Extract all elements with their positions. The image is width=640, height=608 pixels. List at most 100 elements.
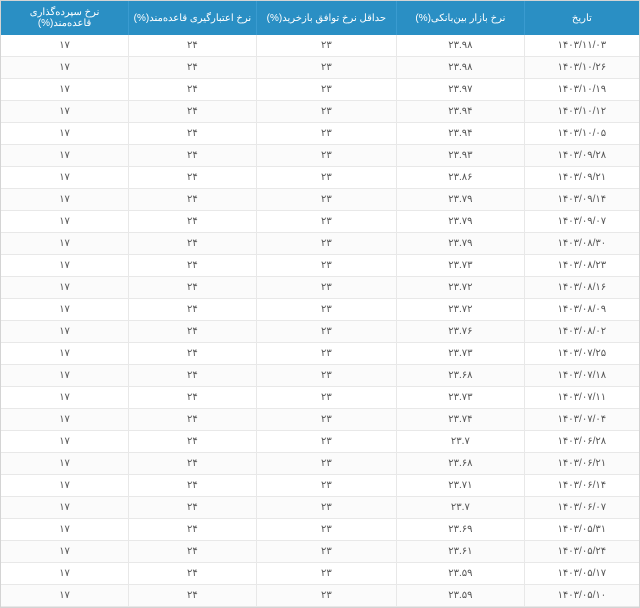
table-cell: ۲۴	[129, 321, 257, 343]
table-cell: ۲۳	[256, 343, 396, 365]
table-cell: ۱۴۰۳/۰۷/۰۴	[524, 409, 639, 431]
table-cell: ۲۴	[129, 431, 257, 453]
table-cell: ۲۳	[256, 145, 396, 167]
table-row: ۱۴۰۳/۱۰/۱۹۲۳.۹۷۲۳۲۴۱۷	[1, 79, 639, 101]
table-cell: ۲۳.۶۸	[397, 365, 525, 387]
table-cell: ۲۳.۷۶	[397, 321, 525, 343]
table-cell: ۱۴۰۳/۰۹/۲۱	[524, 167, 639, 189]
table-row: ۱۴۰۳/۰۷/۰۴۲۳.۷۴۲۳۲۴۱۷	[1, 409, 639, 431]
table-cell: ۲۳.۷۱	[397, 475, 525, 497]
table-cell: ۲۳.۷۹	[397, 211, 525, 233]
table-cell: ۲۳	[256, 541, 396, 563]
table-cell: ۲۳.۹۷	[397, 79, 525, 101]
table-cell: ۱۴۰۳/۱۰/۱۹	[524, 79, 639, 101]
header-date: تاریخ	[524, 1, 639, 35]
table-cell: ۲۳	[256, 585, 396, 607]
table-cell: ۲۳	[256, 387, 396, 409]
table-cell: ۱۴۰۳/۰۸/۱۶	[524, 277, 639, 299]
header-min-repo-rate: حداقل نرخ توافق بازخرید(%)	[256, 1, 396, 35]
table-row: ۱۴۰۳/۰۹/۱۴۲۳.۷۹۲۳۲۴۱۷	[1, 189, 639, 211]
table-cell: ۲۳.۶۸	[397, 453, 525, 475]
table-cell: ۲۳.۵۹	[397, 563, 525, 585]
table-cell: ۱۴۰۳/۱۰/۱۲	[524, 101, 639, 123]
table-cell: ۲۳	[256, 431, 396, 453]
table-cell: ۲۳	[256, 497, 396, 519]
header-credit-rate: نرخ اعتبارگیری قاعده‌مند(%)	[129, 1, 257, 35]
table-cell: ۱۷	[1, 541, 129, 563]
table-cell: ۲۳.۷۹	[397, 233, 525, 255]
table-cell: ۲۴	[129, 585, 257, 607]
table-cell: ۲۳.۵۹	[397, 585, 525, 607]
table-row: ۱۴۰۳/۰۷/۱۱۲۳.۷۳۲۳۲۴۱۷	[1, 387, 639, 409]
table-cell: ۲۳	[256, 453, 396, 475]
table-cell: ۱۷	[1, 321, 129, 343]
table-cell: ۲۳.۷۳	[397, 343, 525, 365]
table-cell: ۱۴۰۳/۰۷/۲۵	[524, 343, 639, 365]
header-interbank-rate: نرخ بازار بین‌بانکی(%)	[397, 1, 525, 35]
table-cell: ۲۳	[256, 35, 396, 57]
table-row: ۱۴۰۳/۱۰/۲۶۲۳.۹۸۲۳۲۴۱۷	[1, 57, 639, 79]
table-row: ۱۴۰۳/۰۹/۰۷۲۳.۷۹۲۳۲۴۱۷	[1, 211, 639, 233]
table-cell: ۱۴۰۳/۰۹/۰۷	[524, 211, 639, 233]
table-cell: ۱۷	[1, 145, 129, 167]
table-cell: ۱۷	[1, 431, 129, 453]
table-row: ۱۴۰۳/۰۸/۲۳۲۳.۷۳۲۳۲۴۱۷	[1, 255, 639, 277]
table-cell: ۱۷	[1, 387, 129, 409]
table-cell: ۱۴۰۳/۰۷/۱۸	[524, 365, 639, 387]
table-cell: ۲۳.۹۴	[397, 123, 525, 145]
table-cell: ۲۳.۶۹	[397, 519, 525, 541]
table-cell: ۲۳.۶۱	[397, 541, 525, 563]
table-cell: ۱۷	[1, 211, 129, 233]
table-cell: ۲۳.۷۳	[397, 255, 525, 277]
table-cell: ۱۷	[1, 497, 129, 519]
table-row: ۱۴۰۳/۰۸/۰۹۲۳.۷۲۲۳۲۴۱۷	[1, 299, 639, 321]
table-cell: ۲۴	[129, 123, 257, 145]
table-cell: ۲۴	[129, 79, 257, 101]
table-cell: ۲۳.۹۴	[397, 101, 525, 123]
table-cell: ۱۷	[1, 563, 129, 585]
table-cell: ۱۴۰۳/۰۵/۱۰	[524, 585, 639, 607]
table-cell: ۲۳.۷	[397, 431, 525, 453]
table-cell: ۲۳	[256, 123, 396, 145]
table-cell: ۲۴	[129, 35, 257, 57]
table-cell: ۱۴۰۳/۰۹/۲۸	[524, 145, 639, 167]
table-cell: ۱۴۰۳/۰۵/۳۱	[524, 519, 639, 541]
table-row: ۱۴۰۳/۱۰/۰۵۲۳.۹۴۲۳۲۴۱۷	[1, 123, 639, 145]
table-cell: ۲۴	[129, 167, 257, 189]
table-row: ۱۴۰۳/۰۹/۲۸۲۳.۹۳۲۳۲۴۱۷	[1, 145, 639, 167]
table-cell: ۱۷	[1, 101, 129, 123]
table-row: ۱۴۰۳/۰۵/۱۰۲۳.۵۹۲۳۲۴۱۷	[1, 585, 639, 607]
table-row: ۱۴۰۳/۱۱/۰۳۲۳.۹۸۲۳۲۴۱۷	[1, 35, 639, 57]
table-body: ۱۴۰۳/۱۱/۰۳۲۳.۹۸۲۳۲۴۱۷۱۴۰۳/۱۰/۲۶۲۳.۹۸۲۳۲۴…	[1, 35, 639, 607]
table-cell: ۱۴۰۳/۱۰/۰۵	[524, 123, 639, 145]
table-cell: ۲۳	[256, 321, 396, 343]
table-cell: ۱۷	[1, 343, 129, 365]
table-cell: ۱۷	[1, 453, 129, 475]
table-cell: ۲۳	[256, 563, 396, 585]
table-cell: ۲۳	[256, 79, 396, 101]
table-cell: ۲۳.۷۳	[397, 387, 525, 409]
table-cell: ۲۴	[129, 387, 257, 409]
table-cell: ۲۳	[256, 57, 396, 79]
table-cell: ۲۴	[129, 365, 257, 387]
table-cell: ۲۳.۹۸	[397, 57, 525, 79]
table-cell: ۱۴۰۳/۰۶/۲۸	[524, 431, 639, 453]
table-cell: ۲۳	[256, 299, 396, 321]
table-cell: ۲۳	[256, 233, 396, 255]
table-cell: ۱۴۰۳/۰۶/۰۷	[524, 497, 639, 519]
table-cell: ۲۳.۹۸	[397, 35, 525, 57]
table-cell: ۲۴	[129, 541, 257, 563]
table-cell: ۲۴	[129, 277, 257, 299]
table-cell: ۲۴	[129, 255, 257, 277]
table-cell: ۱۷	[1, 79, 129, 101]
table-cell: ۲۴	[129, 343, 257, 365]
header-row: تاریخ نرخ بازار بین‌بانکی(%) حداقل نرخ ت…	[1, 1, 639, 35]
table-cell: ۱۷	[1, 57, 129, 79]
table-row: ۱۴۰۳/۰۸/۱۶۲۳.۷۲۲۳۲۴۱۷	[1, 277, 639, 299]
table-cell: ۲۳	[256, 519, 396, 541]
table-cell: ۱۴۰۳/۰۸/۳۰	[524, 233, 639, 255]
table-cell: ۲۳.۹۳	[397, 145, 525, 167]
table-cell: ۲۳	[256, 211, 396, 233]
table-cell: ۱۷	[1, 277, 129, 299]
table-cell: ۲۴	[129, 189, 257, 211]
